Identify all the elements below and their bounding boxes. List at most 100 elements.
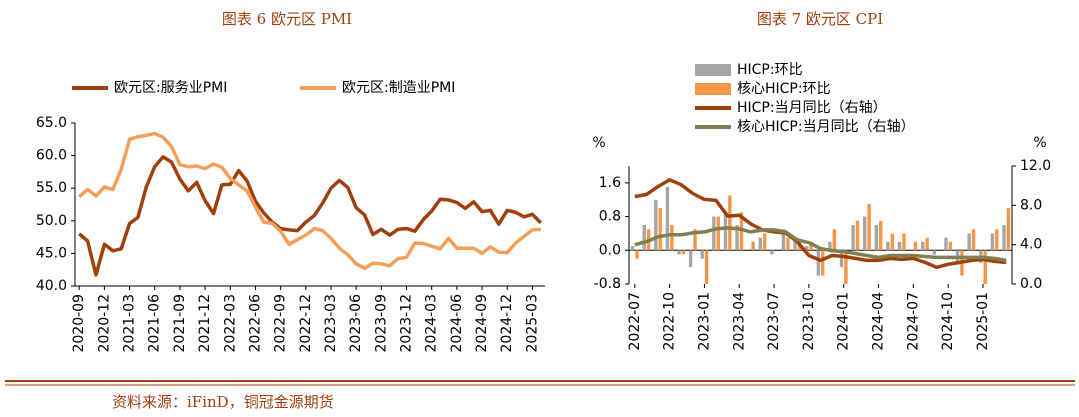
- bar: [821, 250, 825, 276]
- bar: [879, 220, 883, 251]
- x-tick-label: 2020-12: [96, 294, 112, 353]
- chart-title: 图表 7 欧元区 CPI: [757, 10, 883, 28]
- line-series: [634, 178, 1007, 270]
- legend-swatch: [695, 64, 731, 76]
- bar: [897, 241, 902, 251]
- y2-axis-label: %: [1033, 135, 1046, 151]
- chart-title: 图表 6 欧元区 PMI: [222, 10, 352, 28]
- y-tick-label: 1.6: [599, 175, 621, 191]
- y-tick-label: 65.0: [36, 115, 67, 131]
- bar: [1002, 225, 1006, 251]
- bar: [688, 250, 693, 268]
- y-tick-label: 60.0: [36, 148, 67, 164]
- bar: [890, 233, 895, 251]
- y-axis-label: %: [592, 135, 605, 151]
- bar: [642, 225, 646, 251]
- x-tick-label: 2023-09: [373, 294, 389, 353]
- x-tick-label: 2020-09: [71, 294, 87, 353]
- y2-tick-label: 8.0: [1020, 197, 1042, 213]
- x-tick-label: 2025-03: [524, 294, 540, 353]
- x-tick-label: 2022-06: [247, 294, 263, 353]
- bar: [990, 233, 995, 251]
- bar: [758, 237, 762, 251]
- bar: [654, 199, 658, 251]
- bar: [728, 195, 732, 251]
- bar: [921, 241, 925, 251]
- y-tick-label: 40.0: [36, 278, 67, 294]
- x-tick-label: 2023-12: [399, 294, 415, 353]
- bar: [712, 216, 716, 251]
- line-series: [634, 226, 1007, 263]
- y-tick-label: 0.8: [599, 209, 621, 225]
- legend-label: HICP:环比: [737, 62, 803, 78]
- bar: [658, 208, 662, 251]
- bar: [855, 220, 860, 251]
- x-tick-label: 2022-09: [273, 294, 289, 353]
- bar: [1006, 208, 1011, 251]
- x-tick-label: 2024-01: [836, 292, 852, 351]
- bar: [677, 250, 681, 255]
- bar: [902, 233, 906, 251]
- bar: [816, 250, 820, 276]
- y-tick-label: 45.0: [36, 245, 67, 261]
- bar: [971, 229, 976, 251]
- bar: [681, 250, 686, 255]
- legend-swatch: [695, 83, 731, 95]
- x-tick-label: 2023-04: [731, 292, 747, 351]
- bar: [630, 246, 635, 251]
- x-tick-label: 2022-10: [662, 292, 678, 351]
- bar: [716, 216, 720, 251]
- bar: [995, 229, 999, 251]
- bar: [886, 241, 890, 251]
- bar: [700, 250, 704, 259]
- legend-label: 欧元区:制造业PMI: [342, 80, 455, 96]
- y2-tick-label: 0.0: [1020, 276, 1042, 292]
- x-tick-label: 2022-03: [222, 294, 238, 353]
- x-tick-label: 2024-10: [940, 292, 956, 351]
- bar: [786, 237, 790, 251]
- bar: [932, 250, 937, 255]
- bar: [723, 212, 728, 251]
- x-tick-label: 2024-03: [424, 294, 440, 353]
- bar: [635, 250, 639, 259]
- bar: [851, 225, 855, 251]
- y-tick-label: 50.0: [36, 213, 67, 229]
- x-tick-label: 2024-09: [474, 294, 490, 353]
- line-series: [78, 131, 541, 271]
- bar: [839, 250, 844, 268]
- bar: [832, 229, 837, 251]
- legend-label: 核心HICP:当月同比（右轴）: [737, 119, 915, 135]
- bar: [781, 229, 786, 251]
- bar: [863, 216, 867, 251]
- y-tick-label: 55.0: [36, 180, 67, 196]
- legend-label: HICP:当月同比（右轴）: [737, 100, 887, 116]
- legend-label: 欧元区:服务业PMI: [114, 80, 227, 96]
- bar: [925, 237, 929, 251]
- x-tick-label: 2023-03: [323, 294, 339, 353]
- bar: [804, 246, 809, 251]
- x-tick-label: 2023-10: [801, 292, 817, 351]
- bar: [944, 237, 948, 251]
- bar: [739, 212, 744, 251]
- x-tick-label: 2021-12: [197, 294, 213, 353]
- x-tick-label: 2024-07: [905, 292, 921, 351]
- x-tick-label: 2025-01: [975, 292, 991, 351]
- bar: [844, 250, 848, 284]
- x-tick-label: 2023-06: [348, 294, 364, 353]
- bar: [809, 241, 813, 251]
- bar: [735, 225, 739, 251]
- bar: [948, 241, 953, 251]
- x-tick-label: 2021-06: [147, 294, 163, 353]
- bar: [967, 233, 971, 251]
- x-tick-label: 2022-07: [627, 292, 643, 351]
- x-tick-label: 2022-12: [298, 294, 314, 353]
- x-tick-label: 2024-12: [499, 294, 515, 353]
- bar: [751, 241, 755, 251]
- x-tick-label: 2023-01: [696, 292, 712, 351]
- bar: [793, 237, 797, 251]
- bar: [874, 225, 879, 251]
- y-tick-label: 0.0: [599, 242, 621, 258]
- bar: [913, 241, 918, 251]
- bar: [828, 241, 832, 251]
